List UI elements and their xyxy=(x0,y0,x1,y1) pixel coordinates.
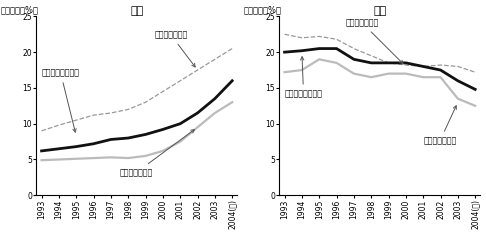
Text: （シェア、%）: （シェア、%） xyxy=(243,6,281,15)
Text: 対日輸出入依存度: 対日輸出入依存度 xyxy=(285,57,323,99)
Text: 対日輸出依存度: 対日輸出依存度 xyxy=(423,106,456,146)
Text: 対中輸出依存度: 対中輸出依存度 xyxy=(120,129,194,177)
Text: 対日輸入依存度: 対日輸入依存度 xyxy=(345,18,403,64)
Title: 中国: 中国 xyxy=(373,6,386,16)
Title: 日本: 日本 xyxy=(130,6,143,16)
Text: （シェア、%）: （シェア、%） xyxy=(0,6,38,15)
Text: 対中輸入依存度: 対中輸入依存度 xyxy=(154,30,195,67)
Text: 対中輸出入依存度: 対中輸出入依存度 xyxy=(42,68,80,132)
